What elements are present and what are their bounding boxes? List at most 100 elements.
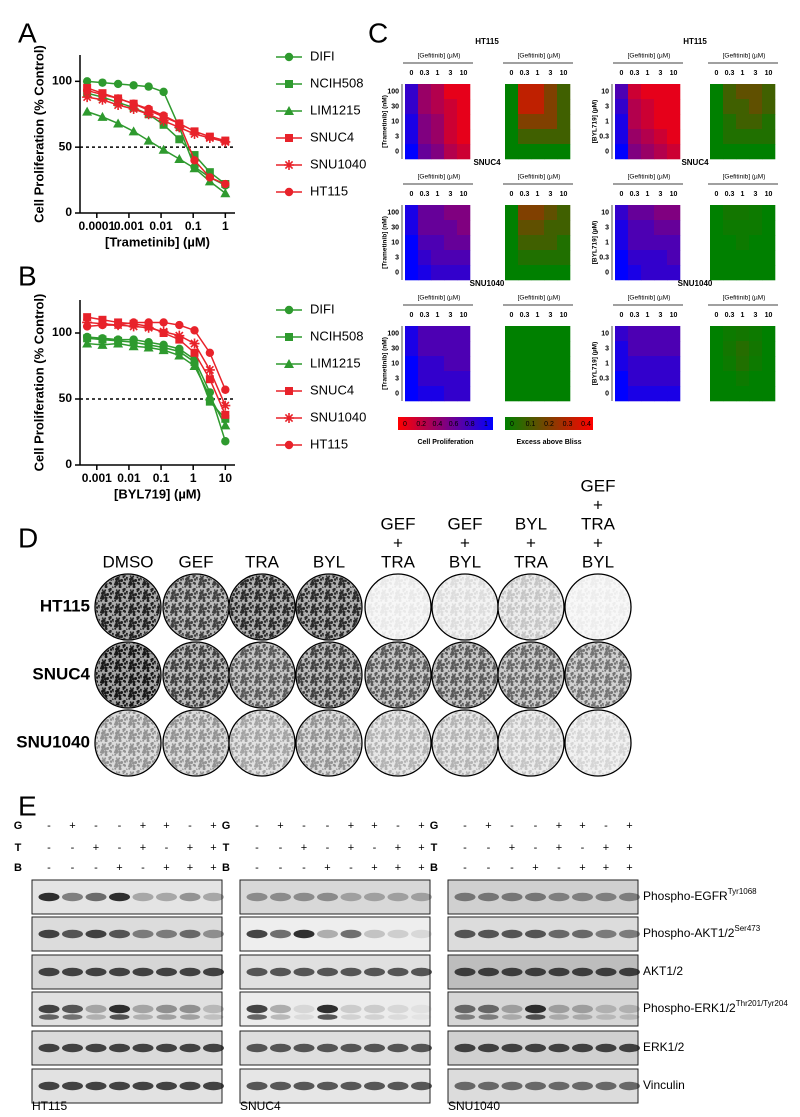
heatmap-x-label: 0 bbox=[715, 70, 719, 77]
legend-label: LIM1215 bbox=[310, 102, 361, 117]
band bbox=[501, 929, 523, 939]
treatment-sign: + bbox=[579, 862, 585, 874]
heatmap-cell bbox=[710, 84, 724, 100]
protein-name: Phospho-EGFR bbox=[643, 889, 728, 903]
heatmap-cell bbox=[749, 220, 763, 236]
band bbox=[109, 1014, 130, 1020]
heatmap-cell bbox=[615, 265, 629, 281]
heatmap-cell bbox=[405, 326, 419, 342]
treatment-sign: - bbox=[94, 862, 98, 874]
legend-marker bbox=[284, 106, 294, 115]
y-tick-label: 0 bbox=[65, 457, 72, 471]
cell-line-label: SNUC4 bbox=[32, 664, 90, 683]
band bbox=[247, 1014, 267, 1020]
heatmap-cell bbox=[615, 114, 629, 130]
heatmap-x-label: 0.3 bbox=[630, 312, 640, 319]
band bbox=[132, 1043, 154, 1053]
condition-label: TRA bbox=[581, 514, 616, 533]
heatmap-cell bbox=[723, 386, 737, 402]
well-colonies bbox=[96, 711, 160, 775]
heatmap-cell bbox=[615, 220, 629, 236]
colorbar-tick-label: 0.2 bbox=[544, 421, 554, 428]
treatment-label: G bbox=[14, 820, 23, 832]
heatmap-cell bbox=[557, 371, 571, 387]
heatmap-cell bbox=[654, 386, 668, 402]
heatmap-y-label: 0 bbox=[605, 148, 609, 155]
heatmap-x-label: 10 bbox=[670, 312, 678, 319]
heatmap-cell bbox=[667, 144, 681, 160]
heatmap-cell bbox=[723, 341, 737, 357]
heatmap-title: SNU1040 bbox=[470, 279, 505, 288]
heatmap-cell bbox=[641, 356, 655, 372]
heatmap-cell bbox=[723, 205, 737, 221]
heatmap-cell bbox=[667, 386, 681, 402]
band bbox=[387, 892, 409, 902]
band bbox=[203, 967, 224, 977]
heatmap-x-title: [Gefitinib] (µM) bbox=[628, 295, 671, 302]
heatmap-cell bbox=[628, 250, 642, 266]
heatmap-y-label: 3 bbox=[395, 133, 399, 140]
heatmap-cell bbox=[615, 144, 629, 160]
heatmap-cell bbox=[736, 250, 750, 266]
heatmap-cell bbox=[457, 114, 471, 130]
panel-label: C bbox=[368, 17, 388, 48]
band bbox=[270, 1081, 291, 1091]
heatmap-cell bbox=[710, 99, 724, 115]
heatmap-x-label: 3 bbox=[549, 191, 553, 198]
band bbox=[572, 929, 593, 939]
heatmap-cell bbox=[654, 235, 668, 251]
marker bbox=[158, 345, 169, 355]
heatmap-cell bbox=[418, 326, 432, 342]
band bbox=[454, 1081, 476, 1091]
heatmap-cell bbox=[654, 144, 668, 160]
band bbox=[478, 892, 499, 902]
legend-marker bbox=[284, 52, 294, 62]
heatmap-x-label: 1 bbox=[646, 70, 650, 77]
legend-marker bbox=[284, 305, 294, 315]
heatmap-cell bbox=[405, 235, 419, 251]
heatmap-cell bbox=[710, 144, 724, 160]
heatmap-cell bbox=[518, 220, 532, 236]
marker bbox=[98, 78, 107, 87]
treatment-sign: + bbox=[371, 862, 377, 874]
heatmap-cell bbox=[723, 99, 737, 115]
marker bbox=[174, 350, 185, 360]
treatment-sign: + bbox=[116, 862, 122, 874]
blot-cell-line: SNUC4 bbox=[240, 1099, 281, 1113]
heatmap-cell bbox=[431, 341, 445, 357]
band bbox=[478, 1014, 499, 1020]
heatmap-cell bbox=[723, 144, 737, 160]
heatmap-x-label: 0 bbox=[510, 191, 514, 198]
well-colonies bbox=[164, 643, 228, 707]
well-colonies bbox=[366, 643, 430, 707]
band bbox=[525, 1043, 546, 1053]
heatmap-cell bbox=[710, 326, 724, 342]
well-colonies bbox=[164, 711, 228, 775]
heatmap-x-label: 0 bbox=[510, 312, 514, 319]
heatmap-cell bbox=[444, 371, 458, 387]
band bbox=[203, 1043, 224, 1053]
band bbox=[203, 892, 224, 902]
heatmap-cell bbox=[444, 144, 458, 160]
heatmap-cell bbox=[518, 265, 532, 281]
marker bbox=[97, 111, 108, 121]
band bbox=[572, 1043, 593, 1053]
heatmap-cell bbox=[710, 356, 724, 372]
band bbox=[364, 929, 385, 939]
heatmap-y-label: 10 bbox=[391, 118, 399, 125]
treatment-sign: - bbox=[581, 842, 585, 854]
heatmap-cell bbox=[531, 371, 545, 387]
heatmap-cell bbox=[762, 114, 776, 130]
heatmap-y-title: [Trametinib] (nM) bbox=[382, 216, 389, 269]
protein-name: Vinculin bbox=[643, 1078, 685, 1092]
x-tick-label: 0.001 bbox=[82, 471, 112, 485]
heatmap-cell bbox=[444, 220, 458, 236]
heatmap-cell bbox=[667, 220, 681, 236]
treatment-sign: + bbox=[626, 842, 632, 854]
marker bbox=[175, 320, 184, 330]
well-colonies bbox=[96, 643, 160, 707]
heatmap-title: HT115 bbox=[683, 37, 707, 46]
band bbox=[156, 1043, 177, 1053]
band bbox=[317, 967, 338, 977]
heatmap-x-label: 10 bbox=[560, 191, 568, 198]
